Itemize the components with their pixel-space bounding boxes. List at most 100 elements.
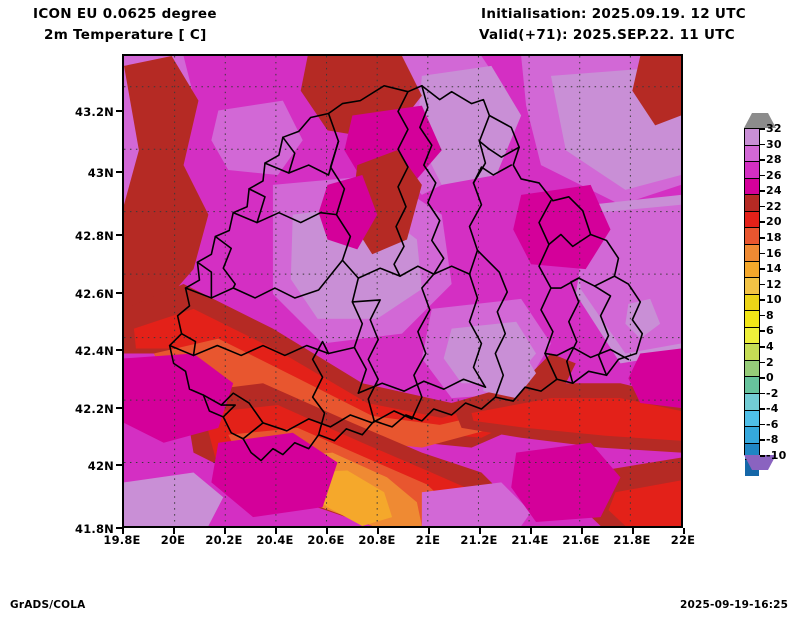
ytick-label-1: 42N	[87, 459, 114, 473]
colorbar-swatch-18	[745, 244, 759, 262]
colorbar-over-arrow	[744, 113, 776, 128]
xtick-label-7: 21.2E	[460, 533, 498, 547]
colorbar-tick-12	[760, 283, 765, 286]
ytick-mark-0	[116, 527, 122, 529]
ytick-label-0: 41.8N	[75, 522, 114, 536]
colorbar-label-32: 32	[766, 122, 782, 135]
colorbar-tick-24	[760, 190, 765, 192]
xtick-mark-9	[581, 528, 583, 534]
header-variable-line: 2m Temperature [ C]	[44, 27, 207, 43]
colorbar-tick-2	[760, 361, 765, 364]
colorbar-label-18: 18	[766, 231, 782, 244]
xtick-mark-0	[122, 528, 124, 534]
xtick-label-0: 19.8E	[103, 533, 141, 547]
colorbar-swatch-14	[745, 278, 759, 295]
contour-field	[124, 56, 681, 526]
xtick-label-8: 21.4E	[511, 533, 549, 547]
xtick-label-3: 20.4E	[256, 533, 294, 547]
colorbar-label-10: 10	[766, 293, 782, 307]
colorbar-tick-14	[760, 268, 765, 270]
colorbar-label--4: -4	[766, 402, 779, 416]
colorbar-tick-30	[760, 143, 765, 146]
xtick-mark-7	[479, 528, 481, 534]
xtick-label-6: 21E	[415, 533, 441, 547]
colorbar-tick--4	[760, 408, 765, 410]
xtick-mark-10	[632, 528, 634, 534]
colorbar-swatch-28	[745, 162, 759, 179]
colorbar-label-20: 20	[766, 215, 782, 229]
colorbar-tick-6	[760, 330, 765, 333]
colorbar[interactable]	[744, 128, 760, 476]
colorbar-tick-26	[760, 174, 765, 177]
colorbar-label-24: 24	[766, 184, 782, 198]
colorbar-tick-28	[760, 159, 765, 161]
colorbar-swatch--4	[745, 427, 759, 444]
colorbar-under-arrow	[744, 455, 776, 470]
xtick-mark-1	[173, 528, 175, 534]
colorbar-label--2: -2	[766, 386, 779, 400]
colorbar-swatch-12	[745, 294, 759, 312]
header-initialisation: Initialisation: 2025.09.19. 12 UTC	[481, 6, 746, 22]
colorbar-swatch-6	[745, 344, 759, 361]
ytick-mark-6	[116, 171, 122, 173]
xtick-mark-11	[683, 528, 685, 534]
colorbar-tick-0	[760, 377, 765, 379]
colorbar-swatch-32	[745, 129, 759, 146]
xtick-label-4: 20.6E	[307, 533, 345, 547]
footer-producer: GrADS/COLA	[10, 599, 86, 611]
ytick-label-5: 42.8N	[75, 229, 114, 243]
colorbar-tick-18	[760, 237, 765, 239]
colorbar-tick-8	[760, 314, 765, 317]
colorbar-label-2: 2	[766, 355, 774, 369]
colorbar-label-14: 14	[766, 262, 782, 276]
colorbar-swatch-16	[745, 261, 759, 279]
colorbar-swatch-26	[745, 178, 759, 196]
ytick-mark-5	[116, 234, 122, 236]
footer-generated: 2025-09-19-16:25	[680, 599, 789, 611]
colorbar-tick-22	[760, 205, 765, 208]
xtick-label-11: 22E	[670, 533, 696, 547]
header-valid-time: Valid(+71): 2025.SEP.22. 11 UTC	[479, 27, 735, 43]
colorbar-label--6: -6	[766, 417, 779, 431]
colorbar-tick--8	[760, 439, 765, 442]
ytick-mark-3	[116, 349, 122, 351]
xtick-mark-2	[224, 528, 226, 534]
colorbar-tick--10	[760, 455, 765, 457]
colorbar-label--10: -10	[766, 449, 787, 462]
colorbar-swatch-2	[745, 377, 759, 394]
xtick-label-2: 20.2E	[205, 533, 243, 547]
colorbar-label-8: 8	[766, 308, 774, 322]
colorbar-tick-16	[760, 252, 765, 255]
colorbar-swatch--2	[745, 410, 759, 428]
ytick-label-2: 42.2N	[75, 402, 114, 416]
xtick-label-5: 20.8E	[358, 533, 396, 547]
colorbar-tick-32	[760, 128, 765, 130]
ytick-mark-7	[116, 110, 122, 112]
colorbar-tick--2	[760, 392, 765, 395]
colorbar-tick-20	[760, 221, 765, 224]
colorbar-swatch-20	[745, 228, 759, 245]
colorbar-tick-10	[760, 299, 765, 301]
ytick-mark-4	[116, 292, 122, 294]
ytick-label-6: 43N	[87, 166, 114, 180]
colorbar-label-28: 28	[766, 153, 782, 167]
colorbar-label-16: 16	[766, 246, 782, 260]
header-model-line: ICON EU 0.0625 degree	[33, 6, 217, 22]
colorbar-label-4: 4	[766, 340, 774, 353]
colorbar-label-12: 12	[766, 277, 782, 291]
colorbar-swatch-30	[745, 145, 759, 163]
xtick-label-9: 21.6E	[562, 533, 600, 547]
colorbar-tick--6	[760, 423, 765, 426]
colorbar-label-30: 30	[766, 137, 782, 151]
ytick-label-7: 43.2N	[75, 105, 114, 119]
xtick-mark-5	[377, 528, 379, 534]
colorbar-label-22: 22	[766, 199, 782, 213]
colorbar-label-6: 6	[766, 324, 774, 338]
colorbar-swatch-8	[745, 327, 759, 345]
colorbar-swatch-22	[745, 211, 759, 229]
ytick-label-4: 42.6N	[75, 287, 114, 301]
xtick-label-10: 21.8E	[613, 533, 651, 547]
colorbar-tick-4	[760, 346, 765, 348]
xtick-mark-6	[428, 528, 430, 534]
colorbar-label-26: 26	[766, 168, 782, 182]
